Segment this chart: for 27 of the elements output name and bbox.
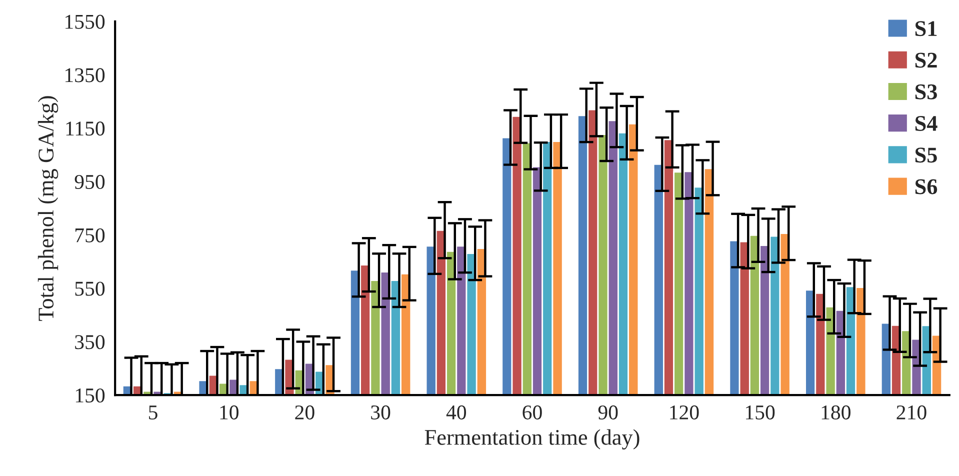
x-tick-label: 20 [295, 405, 314, 420]
y-tick-label: 1350 [66, 68, 105, 82]
legend-label: S5 [915, 148, 937, 163]
y-tick-label: 950 [74, 174, 105, 189]
x-tick-label: 180 [822, 405, 850, 420]
y-tick-label: 750 [75, 228, 105, 242]
x-tick-label: 150 [746, 405, 775, 420]
x-tick-label: 10 [220, 405, 238, 420]
x-tick-label: 5 [149, 406, 158, 420]
y-tick-label: 350 [75, 335, 105, 350]
x-tick-label: 120 [670, 405, 699, 420]
x-axis-title: Fermentation time (day) [424, 429, 640, 450]
legend-label: S2 [915, 52, 937, 68]
x-tick-label: 90 [598, 405, 618, 420]
y-tick-label: 150 [76, 388, 105, 403]
legend-label: S1 [915, 21, 937, 36]
legend-label: S6 [915, 179, 938, 194]
legend-label: S3 [915, 84, 937, 100]
x-tick-label: 60 [522, 405, 542, 420]
x-tick-label: 210 [896, 405, 926, 420]
x-tick-label: 30 [371, 405, 390, 420]
y-tick-label: 550 [75, 282, 105, 296]
y-tick-label: 1550 [66, 14, 105, 29]
y-axis-title: Total phenol (mg GA/kg) [38, 96, 58, 321]
legend-label: S4 [915, 116, 938, 131]
x-tick-label: 40 [446, 405, 466, 420]
y-tick-label: 1150 [66, 122, 105, 136]
